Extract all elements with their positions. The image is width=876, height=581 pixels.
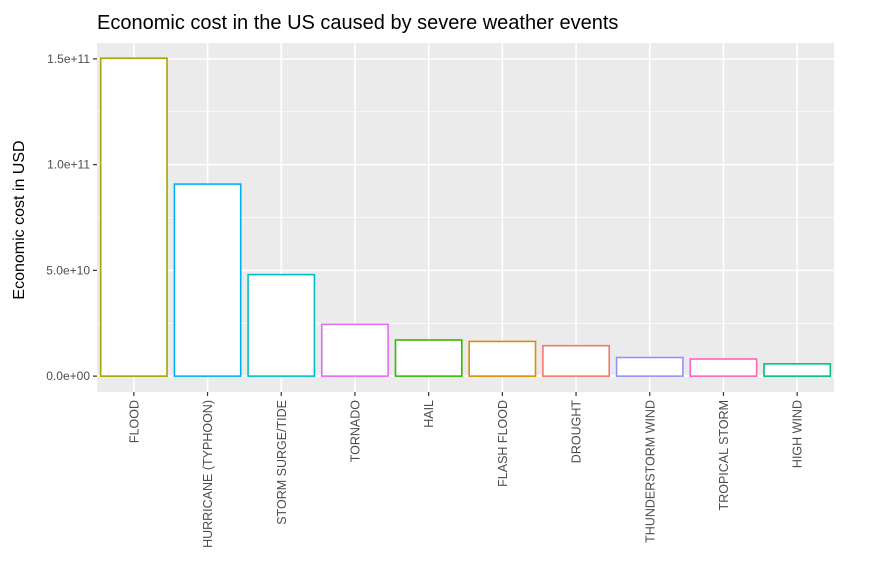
- x-tick-label: FLOOD: [127, 400, 141, 443]
- bar-hurricane-typhoon: [173, 183, 242, 377]
- bar-storm-surge-tide: [247, 273, 316, 377]
- x-tick-label: TROPICAL STORM: [717, 400, 731, 510]
- y-tick-label: 5.0e+10: [46, 263, 90, 277]
- x-tick-label: DROUGHT: [570, 400, 584, 464]
- bar-tropical-storm: [689, 358, 758, 377]
- bar-high-wind: [763, 363, 832, 377]
- x-tick-label: HIGH WIND: [791, 400, 805, 468]
- y-axis-label: Economic cost in USD: [11, 140, 28, 299]
- x-tick-label: FLASH FLOOD: [496, 400, 510, 487]
- x-tick-label: TORNADO: [348, 400, 362, 463]
- bar-flash-flood: [468, 340, 537, 377]
- bar-hail: [394, 339, 463, 377]
- y-tick-label: 0.0e+00: [46, 369, 90, 383]
- y-axis: 0.0e+00 5.0e+10 1.0e+11 1.5e+11: [46, 52, 97, 383]
- x-axis: FLOOD HURRICANE (TYPHOON) STORM SURGE/TIDE…: [127, 392, 805, 548]
- y-tick-label: 1.0e+11: [47, 158, 90, 172]
- bar-flood: [99, 57, 168, 377]
- x-tick-label: STORM SURGE/TIDE: [275, 400, 289, 525]
- bar-drought: [542, 344, 611, 377]
- bars: [99, 57, 832, 377]
- x-tick-label: HURRICANE (TYPHOON): [201, 400, 215, 548]
- x-tick-label: HAIL: [422, 400, 436, 428]
- bar-thunderstorm-wind: [615, 356, 684, 377]
- x-tick-label: THUNDERSTORM WIND: [643, 400, 657, 543]
- chart-title: Economic cost in the US caused by severe…: [97, 12, 618, 34]
- y-tick-label: 1.5e+11: [47, 52, 90, 66]
- bar-tornado: [320, 323, 389, 377]
